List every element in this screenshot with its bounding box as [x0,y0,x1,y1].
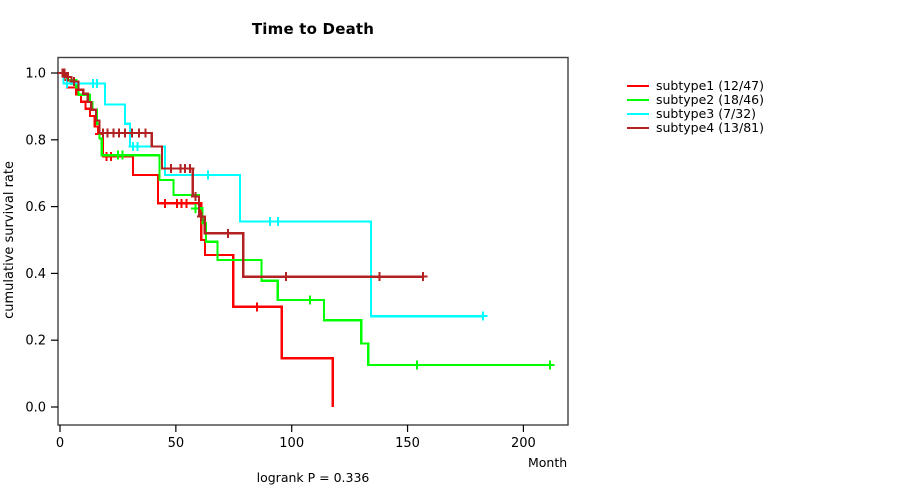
y-tick-label: 0.6 [25,200,46,215]
legend-item-subtype4: subtype4 (13/81) [627,121,764,135]
legend: subtype1 (12/47) subtype2 (18/46) subtype3… [627,79,764,135]
y-tick-label: 0.4 [25,267,46,282]
legend-label: subtype1 (12/47) [656,78,764,93]
legend-label: subtype4 (13/81) [656,120,764,135]
km-curve-3 [60,71,483,318]
logrank-annotation: logrank P = 0.336 [256,470,370,485]
km-curve-1 [60,71,334,407]
censor-marks-3 [62,78,488,321]
x-tick-label: 50 [168,436,185,451]
legend-item-subtype2: subtype2 (18/46) [627,93,764,107]
x-tick-label: 100 [279,436,304,451]
y-tick-label: 1.0 [25,67,46,82]
x-axis-label: Month [528,455,568,470]
x-tick-label: 0 [56,436,64,451]
chart-title: Time to Death [251,20,375,38]
plot-border [57,56,569,426]
censor-marks-2 [57,68,555,370]
legend-item-subtype1: subtype1 (12/47) [627,79,764,93]
legend-line-swatch [627,127,649,129]
km-curve-2 [60,71,551,367]
y-tick-label: 0.2 [25,334,46,349]
y-tick-label: 0.0 [25,401,46,416]
legend-label: subtype2 (18/46) [656,92,764,107]
censor-marks-4 [57,68,428,282]
y-tick-label: 0.8 [25,133,46,148]
legend-label: subtype3 (7/32) [656,106,757,121]
legend-line-swatch [627,113,649,115]
y-axis-label-container: cumulative survival rate [2,73,17,407]
x-tick-label: 150 [395,436,420,451]
legend-line-swatch [627,99,649,101]
x-tick-label: 200 [511,436,536,451]
y-axis-label: cumulative survival rate [2,161,17,319]
legend-line-swatch [627,85,649,87]
censor-marks-1 [57,68,262,312]
legend-item-subtype3: subtype3 (7/32) [627,107,764,121]
